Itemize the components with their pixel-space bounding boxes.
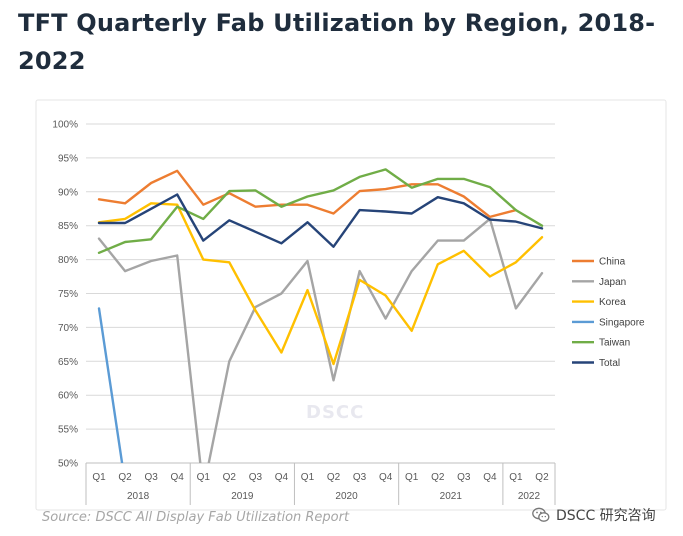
x-tick-label: Q1 xyxy=(301,472,315,483)
y-tick-label: 70% xyxy=(58,323,78,334)
legend-label-total: Total xyxy=(599,358,620,369)
x-tick-label: Q2 xyxy=(223,472,237,483)
wechat-icon xyxy=(532,507,550,523)
x-tick-label: Q4 xyxy=(379,472,393,483)
series-line-total xyxy=(97,193,544,248)
x-tick-label: Q2 xyxy=(327,472,341,483)
x-tick-label: Q3 xyxy=(353,472,367,483)
y-tick-label: 65% xyxy=(58,357,78,368)
series-line-korea xyxy=(97,202,544,366)
legend-label-japan: Japan xyxy=(599,277,626,288)
y-tick-label: 85% xyxy=(58,221,78,232)
x-tick-label: Q3 xyxy=(144,472,158,483)
y-tick-label: 90% xyxy=(58,187,78,198)
x-tick-label: Q3 xyxy=(457,472,471,483)
dscc-watermark: DSCC xyxy=(306,402,365,423)
x-tick-label: Q1 xyxy=(197,472,211,483)
series-line-japan xyxy=(97,217,544,463)
x-tick-label: Q2 xyxy=(118,472,132,483)
y-tick-label: 80% xyxy=(58,255,78,266)
x-tick-label: Q1 xyxy=(405,472,419,483)
wechat-credit: DSCC 研究咨询 xyxy=(532,505,656,525)
year-label: 2020 xyxy=(335,491,358,502)
x-tick-label: Q2 xyxy=(431,472,445,483)
x-tick-label: Q4 xyxy=(275,472,289,483)
chart-title: TFT Quarterly Fab Utilization by Region,… xyxy=(18,9,656,75)
y-tick-label: 100% xyxy=(52,120,78,131)
y-tick-label: 55% xyxy=(58,425,78,436)
year-label: 2018 xyxy=(127,491,150,502)
year-label: 2022 xyxy=(518,491,541,502)
legend-label-china: China xyxy=(599,257,626,268)
x-tick-label: Q4 xyxy=(483,472,497,483)
x-tick-label: Q4 xyxy=(171,472,185,483)
x-tick-label: Q2 xyxy=(535,472,549,483)
series-line-singapore xyxy=(97,307,124,463)
year-label: 2021 xyxy=(440,491,463,502)
legend-label-singapore: Singapore xyxy=(599,317,645,328)
source-note: Source: DSCC All Display Fab Utilization… xyxy=(42,510,350,525)
year-label: 2019 xyxy=(231,491,254,502)
series-line-china xyxy=(97,169,518,219)
y-tick-label: 60% xyxy=(58,391,78,402)
x-tick-label: Q1 xyxy=(92,472,106,483)
y-tick-label: 75% xyxy=(58,289,78,300)
y-tick-label: 95% xyxy=(58,153,78,164)
series-line-taiwan xyxy=(97,168,544,254)
x-tick-label: Q1 xyxy=(509,472,523,483)
legend-label-korea: Korea xyxy=(599,297,626,308)
x-tick-label: Q3 xyxy=(249,472,263,483)
legend-label-taiwan: Taiwan xyxy=(599,338,630,349)
credit-label: DSCC 研究咨询 xyxy=(556,508,656,524)
y-tick-label: 50% xyxy=(58,459,78,470)
